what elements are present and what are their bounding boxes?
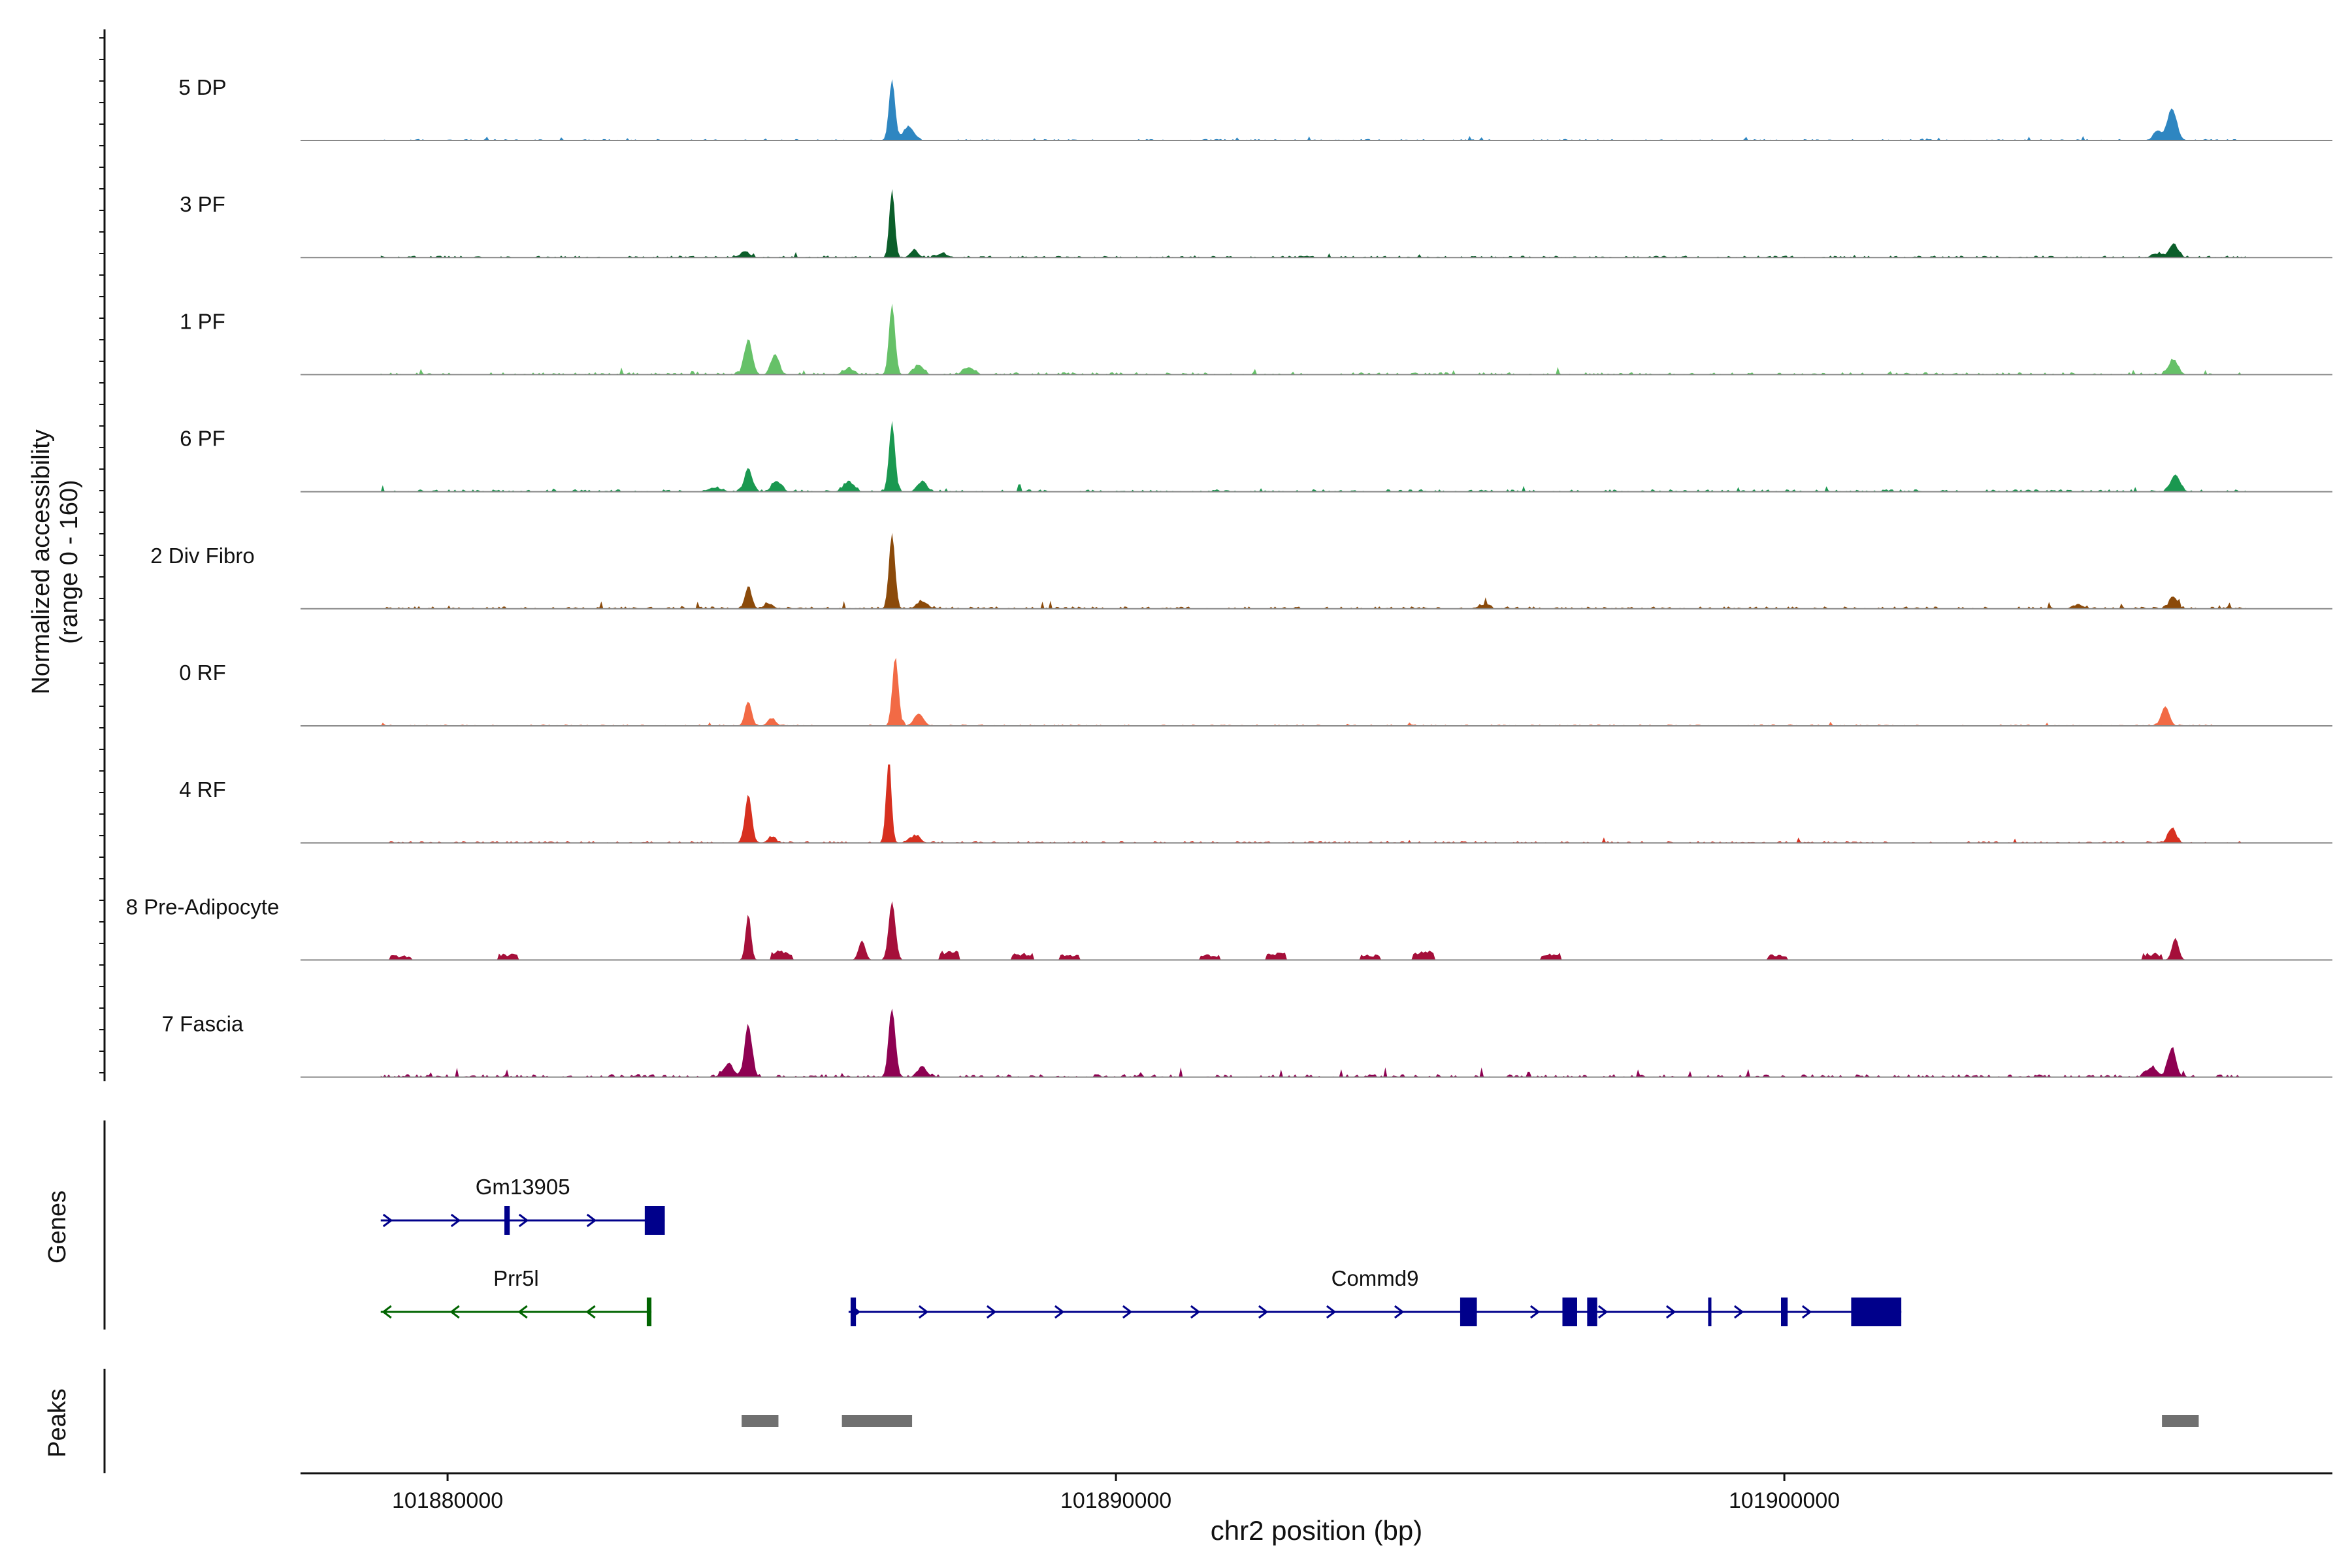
strand-arrow — [450, 1213, 461, 1228]
strand-arrow — [517, 1305, 528, 1319]
coverage-area — [380, 79, 2246, 140]
gene-exon — [1851, 1298, 1902, 1326]
coverage-area — [380, 189, 2246, 258]
track-0-rf: 0 RF — [179, 657, 2332, 727]
track-label: 2 Div Fibro — [150, 544, 255, 568]
strand-arrow — [585, 1305, 596, 1319]
gene-exon — [1460, 1298, 1477, 1326]
strand-arrow — [586, 1213, 597, 1228]
gene-exon — [1708, 1298, 1712, 1326]
coverage-area — [380, 901, 2246, 960]
track-label: 5 DP — [178, 75, 226, 99]
x-axis-ticks: 101880000 101890000 101900000 — [392, 1473, 1840, 1513]
x-tick-label: 101900000 — [1729, 1488, 1840, 1513]
coverage-area — [380, 657, 2246, 726]
track-8-pre-adipocyte: 8 Pre-Adipocyte — [126, 894, 2332, 961]
track-label: 7 Fascia — [162, 1012, 244, 1036]
strand-arrow — [1394, 1305, 1405, 1319]
gene-label: Prr5l — [493, 1266, 539, 1290]
strand-arrow — [1529, 1305, 1541, 1319]
gene-label: Gm13905 — [476, 1175, 570, 1199]
y-axis-label-line1: Normalized accessibility — [27, 429, 55, 694]
gene-annotations: Gm13905 Prr5l Commd9 — [380, 1175, 1902, 1326]
peak-region — [742, 1415, 779, 1427]
track-label: 3 PF — [180, 192, 225, 216]
genes-label: Genes — [44, 1190, 71, 1264]
gene-commd9: Commd9 — [848, 1266, 1902, 1326]
track-label: 1 PF — [180, 309, 225, 333]
strand-arrow — [382, 1213, 393, 1228]
strand-arrow — [518, 1213, 529, 1228]
gene-exon — [1587, 1298, 1597, 1326]
track-label: 8 Pre-Adipocyte — [126, 894, 280, 919]
strand-arrow — [1597, 1305, 1609, 1319]
coverage-area — [380, 421, 2246, 492]
gene-gm13905: Gm13905 — [380, 1175, 665, 1235]
track-label: 4 RF — [179, 777, 226, 802]
coverage-area — [380, 303, 2246, 375]
strand-arrow — [1190, 1305, 1201, 1319]
strand-arrow — [1326, 1305, 1337, 1319]
strand-arrow — [1258, 1305, 1269, 1319]
gene-exon — [850, 1298, 857, 1326]
track-3-pf: 3 PF — [180, 189, 2332, 259]
y-axis-label-line2: (range 0 - 160) — [56, 480, 83, 644]
x-axis-label: chr2 position (bp) — [1211, 1515, 1423, 1546]
coverage-area — [380, 764, 2246, 843]
strand-arrow — [918, 1305, 929, 1319]
y-axis-ticks — [99, 37, 105, 1073]
gene-label: Commd9 — [1331, 1266, 1419, 1290]
strand-arrow — [1665, 1305, 1676, 1319]
gene-exon — [646, 1298, 652, 1326]
coverage-area — [380, 532, 2246, 609]
coverage-tracks: 5 DP 3 PF 1 PF 6 PF 2 Div Fibro 0 RF 4 RF 8 Pre… — [126, 75, 2332, 1078]
track-4-rf: 4 RF — [179, 764, 2332, 844]
strand-arrow — [1801, 1305, 1812, 1319]
gene-exon — [1562, 1298, 1577, 1326]
strand-arrow — [382, 1305, 392, 1319]
track-label: 6 PF — [180, 427, 225, 451]
y-axis-label: Normalized accessibility (range 0 - 160) — [27, 429, 83, 694]
track-1-pf: 1 PF — [180, 303, 2332, 376]
track-label: 0 RF — [179, 661, 226, 685]
x-tick-label: 101890000 — [1060, 1488, 1171, 1513]
x-tick-label: 101880000 — [392, 1488, 503, 1513]
gene-exon — [1781, 1298, 1788, 1326]
strand-arrow — [449, 1305, 460, 1319]
strand-arrow — [1054, 1305, 1065, 1319]
gene-prr5l: Prr5l — [380, 1266, 652, 1326]
strand-arrow — [1733, 1305, 1744, 1319]
coverage-area — [380, 1008, 2246, 1077]
track-5-dp: 5 DP — [178, 75, 2332, 141]
peak-region — [2162, 1415, 2199, 1427]
gene-exon — [504, 1206, 510, 1235]
gene-exon — [644, 1206, 665, 1235]
strand-arrow — [986, 1305, 997, 1319]
peak-region — [841, 1415, 913, 1427]
track-7-fascia: 7 Fascia — [162, 1008, 2332, 1078]
peaks-label: Peaks — [44, 1388, 71, 1458]
peak-regions — [742, 1415, 2199, 1427]
track-2-div-fibro: 2 Div Fibro — [150, 532, 2332, 610]
track-6-pf: 6 PF — [180, 421, 2332, 493]
strand-arrow — [1122, 1305, 1133, 1319]
